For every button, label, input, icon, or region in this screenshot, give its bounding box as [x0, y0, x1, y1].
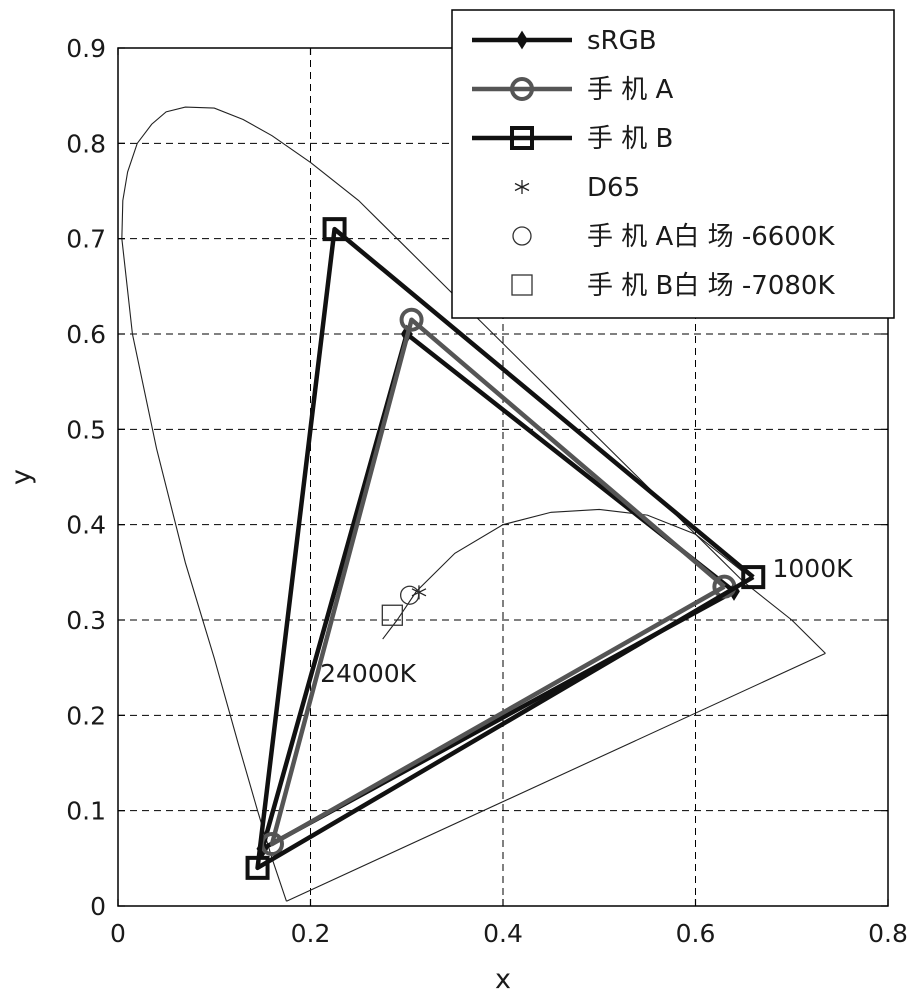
legend-label: 手 机 A: [587, 75, 674, 105]
y-tick-label: 0.3: [66, 606, 106, 635]
x-axis-label: x: [495, 964, 511, 995]
y-tick-label: 0.4: [66, 511, 106, 540]
legend: sRGB 手 机 A 手 机 B D65 手 机 A白 场 -6600K 手 机 B白 场…: [452, 10, 894, 318]
x-tick-label: 0.2: [291, 919, 331, 948]
legend-label: D65: [587, 173, 640, 203]
y-tick-label: 0.5: [66, 415, 106, 444]
legend-label: sRGB: [587, 26, 657, 56]
x-tick-label: 0.8: [868, 919, 908, 948]
y-tick-label: 0.7: [66, 225, 106, 254]
y-tick-label: 0.9: [66, 34, 106, 63]
x-tick-label: 0: [110, 919, 126, 948]
y-tick-label: 0.8: [66, 129, 106, 158]
series-line: [272, 320, 724, 844]
x-tick-label: 0.4: [483, 919, 523, 948]
legend-label: 手 机 A白 场 -6600K: [587, 222, 835, 252]
legend-label: 手 机 B白 场 -7080K: [587, 271, 835, 301]
x-tick-label: 0.6: [676, 919, 716, 948]
legend-label: 手 机 B: [587, 124, 673, 154]
annotation-label: 24000K: [320, 659, 417, 688]
annotation-label: 1000K: [773, 554, 854, 583]
y-axis-label: y: [6, 469, 37, 485]
series-1: [257, 326, 739, 857]
series-line: [262, 334, 734, 849]
series-2: [262, 310, 734, 854]
y-tick-label: 0: [90, 892, 106, 921]
white-point-marker: [382, 605, 402, 625]
annotations: 1000K 24000K: [320, 554, 853, 688]
y-tick-label: 0.6: [66, 320, 106, 349]
y-tick-label: 0.1: [66, 797, 106, 826]
y-tick-label: 0.2: [66, 701, 106, 730]
white-point-layer: [382, 585, 426, 625]
